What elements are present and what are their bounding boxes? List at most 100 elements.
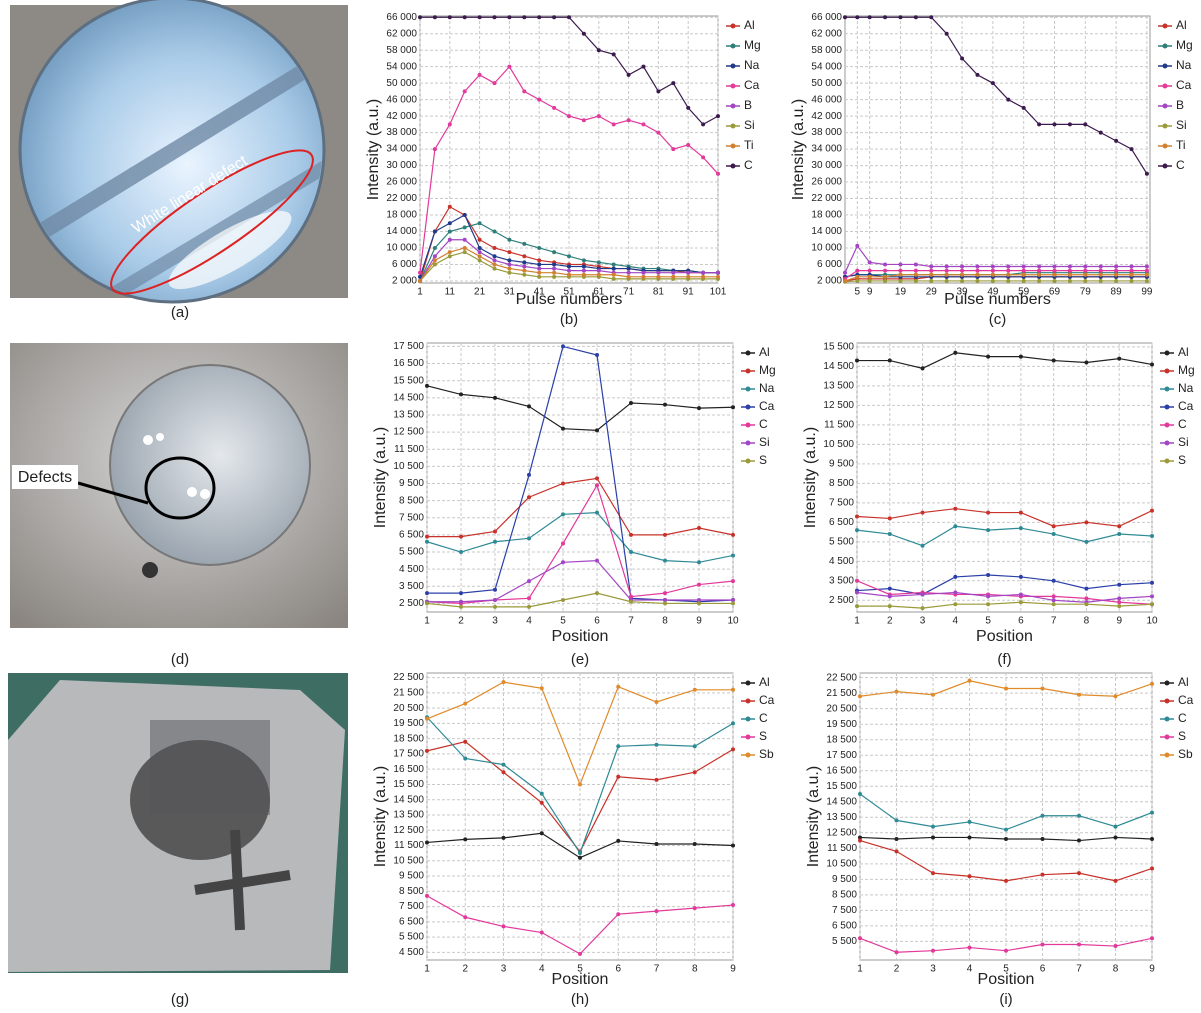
data-point <box>894 849 899 854</box>
y-tick-label: 38 000 <box>386 127 417 138</box>
data-point <box>581 264 586 269</box>
y-tick-label: 19 500 <box>826 719 857 730</box>
data-point <box>561 426 565 431</box>
data-point <box>1077 813 1081 818</box>
data-point <box>493 539 497 544</box>
data-point <box>425 893 429 898</box>
data-point <box>967 678 972 683</box>
data-point <box>1004 836 1008 841</box>
y-tick-label: 13 500 <box>826 812 857 823</box>
data-point <box>692 906 697 911</box>
data-point <box>552 262 557 267</box>
data-point <box>507 270 512 275</box>
x-tick-label: 5 <box>577 964 583 975</box>
x-tick-label: 5 <box>1003 964 1009 975</box>
legend-marker <box>1164 734 1170 740</box>
data-point <box>561 598 565 603</box>
data-point <box>1114 264 1119 269</box>
data-point <box>595 591 599 596</box>
y-tick-label: 62 000 <box>811 28 842 39</box>
data-point <box>447 15 452 20</box>
x-tick-label: 2 <box>887 616 893 627</box>
data-point <box>1077 692 1081 697</box>
data-point <box>462 237 467 242</box>
legend-label: Ti <box>744 138 754 152</box>
data-point <box>1083 278 1088 283</box>
y-tick-label: 54 000 <box>386 61 417 72</box>
caption: (b) <box>560 311 578 328</box>
data-point <box>1150 580 1154 585</box>
y-tick-label: 15 500 <box>826 781 857 792</box>
data-point <box>990 272 995 277</box>
data-point <box>578 782 582 787</box>
legend-label: Ca <box>1178 693 1194 707</box>
legend-marker <box>1162 63 1168 69</box>
data-point <box>626 118 631 123</box>
data-point <box>1083 122 1088 127</box>
data-point <box>944 278 949 283</box>
legend-marker <box>1164 698 1170 704</box>
x-axis-label: Position <box>976 628 1033 645</box>
x-tick-label: 6 <box>615 964 621 975</box>
data-point <box>561 541 565 546</box>
caption: (c) <box>989 311 1007 328</box>
data-point <box>967 874 972 879</box>
data-point <box>425 601 429 606</box>
data-point <box>539 930 544 935</box>
data-point <box>960 278 965 283</box>
data-point <box>913 268 918 273</box>
data-point <box>527 604 531 609</box>
data-point <box>552 266 557 271</box>
data-point <box>447 122 452 127</box>
caption: (g) <box>171 991 189 1008</box>
data-point <box>477 72 482 77</box>
x-tick-label: 8 <box>662 616 668 627</box>
data-point <box>507 237 512 242</box>
series-line <box>427 559 733 603</box>
data-point <box>1113 694 1118 699</box>
data-point <box>731 721 735 726</box>
data-point <box>1037 272 1042 277</box>
data-point <box>931 948 935 953</box>
y-tick-label: 3 500 <box>829 575 854 586</box>
series-line <box>427 477 734 538</box>
data-point <box>731 747 735 752</box>
data-point <box>552 270 557 275</box>
x-tick-label: 81 <box>653 287 665 298</box>
data-point <box>492 258 497 263</box>
y-tick-label: 10 500 <box>823 439 854 450</box>
data-point <box>418 274 422 279</box>
data-point <box>447 221 452 226</box>
data-point <box>1067 264 1072 269</box>
data-point <box>493 529 497 534</box>
data-point <box>596 268 601 273</box>
data-point <box>492 245 497 250</box>
y-tick-label: 7 500 <box>829 497 854 508</box>
data-point <box>920 606 925 611</box>
data-point <box>418 270 422 275</box>
data-point <box>1084 586 1089 591</box>
y-tick-label: 9 500 <box>832 874 857 885</box>
caption: (h) <box>571 991 589 1008</box>
y-tick-label: 58 000 <box>386 45 417 56</box>
legend-label: Na <box>759 381 775 395</box>
data-point <box>1129 272 1134 277</box>
data-point <box>629 594 633 599</box>
y-axis-label: Intensity (a.u.) <box>790 99 807 200</box>
data-point <box>477 258 482 263</box>
chart: 2 000 6 000 10 000 14 000 18 000 22 000 26 000… <box>790 12 1192 328</box>
data-point <box>552 105 557 110</box>
data-point <box>1051 358 1056 363</box>
data-point <box>1117 600 1122 605</box>
data-point <box>953 524 958 529</box>
x-tick-label: 1 <box>424 964 430 975</box>
legend-label: Si <box>744 118 755 132</box>
x-tick-label: 6 <box>1040 964 1046 975</box>
data-point <box>641 64 646 69</box>
data-point <box>1129 278 1134 283</box>
data-point <box>692 744 697 749</box>
data-point <box>1037 278 1042 283</box>
data-point <box>1004 948 1008 953</box>
data-point <box>686 105 691 110</box>
y-tick-label: 30 000 <box>811 160 842 171</box>
